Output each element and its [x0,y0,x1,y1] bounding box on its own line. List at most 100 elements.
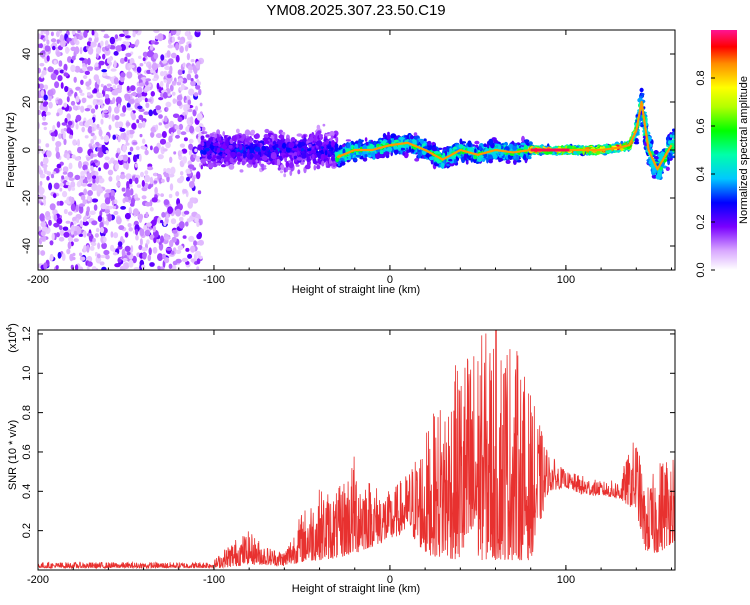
spectrogram-cell [163,199,170,206]
spectrogram-cell [122,144,127,153]
spectrogram-cell [102,53,106,60]
spectrogram-cell [195,105,198,112]
spectrogram-cell [98,128,103,137]
spectrogram-cell [192,176,196,183]
spectrogram-cell [40,73,44,79]
spectrogram-cell [68,196,73,202]
spectrogram-cell [194,74,199,79]
spectrogram-cell [142,57,146,62]
spectrogram-cell [166,50,171,58]
spectrogram-cell [218,151,223,155]
spectrogram-cell [413,132,418,137]
spectrogram-cell [169,156,173,163]
spectrogram-cell [78,89,83,94]
spectrogram-cell [113,77,119,85]
spectrogram-cell [91,198,99,203]
spectrogram-cell [39,181,43,186]
spectrogram-cell [117,241,123,247]
spectrogram-cell [102,110,108,114]
spectrogram-cell [138,244,143,251]
spectrogram-cell [99,254,106,259]
spectrogram-cell [93,88,98,94]
spectrogram-cell [263,133,269,139]
spectrogram-cell [120,72,126,78]
spectrogram-cell [68,134,73,139]
spectrogram-cell [488,138,494,145]
spectrogram-cell [78,233,84,237]
spectrogram-cell [139,62,144,67]
spectrogram-cell [73,220,77,225]
spectrogram-cell [119,57,125,64]
spectrogram-cell [170,166,176,175]
spectrogram-cell [152,225,157,233]
spectrogram-cell [43,84,49,90]
spectrogram-cell [379,150,384,155]
spectrogram-cell [100,30,106,33]
spectrogram-cell [115,45,122,52]
spectrogram-cell [148,64,152,70]
spectrogram-cell [104,197,111,205]
spectrogram-cell [124,56,128,62]
spectrogram-cell [40,230,46,237]
spectrogram-cell [313,136,317,142]
spectrogram-cell [87,261,93,267]
spectrogram-cell [105,219,110,226]
spectrogram-cell [303,134,306,138]
spectrogram-cell [105,189,112,194]
spectrogram-cell [500,151,504,156]
spectrogram-cell [235,144,239,148]
spectrogram-cell [224,135,227,139]
spectrogram-cell [93,159,98,164]
spectrogram-cell [200,164,203,170]
spectrogram-cell [185,247,190,252]
spectrogram-cell [58,225,63,231]
spectrogram-cell [104,156,110,161]
spectrogram-cell [101,69,108,73]
spectrogram-cell [128,64,135,69]
spectrogram-cell [45,30,50,36]
spectrogram-cell [113,232,119,239]
spectrogram-cell [142,120,146,128]
spectrogram-cell [121,187,126,192]
spectrogram-cell [112,97,116,104]
spectrogram-cell [92,177,96,185]
spectrogram-cell [247,148,250,154]
spectrogram-cell [117,258,122,263]
spectrogram-cell [268,144,272,148]
spectrogram-cell [196,266,200,270]
spectrogram-cell [330,147,334,151]
spectrogram-cell [40,161,44,167]
spectrogram-cell [96,124,100,128]
spectrogram-cell [41,121,48,126]
spectrogram-cell [80,105,85,113]
spectrogram-cell [150,91,155,97]
spectrogram-cell [86,244,90,253]
spectrogram-cell [382,140,386,146]
spectrogram-cell [431,146,438,152]
spectrogram-cell [86,172,92,180]
spectrogram-cell [144,202,152,207]
spectrogram-cell [136,184,142,189]
spectrogram-cell [279,170,284,174]
spectrogram-cell [183,104,189,108]
spectrogram-cell [493,139,499,144]
spectrogram-cell [163,172,169,178]
spectrogram-cell [285,161,290,168]
spectrogram-cell [202,150,207,155]
spectrogram-cell [128,98,135,104]
spectrogram-cell [119,33,125,37]
spectrogram-cell [247,164,252,168]
spectrogram-cell [488,159,494,164]
spectrogram-cell [148,109,153,117]
spectrogram-cell [476,161,479,164]
spectrogram-cell [177,245,184,251]
spectrogram-cell [126,107,133,111]
spectrogram-cell [156,239,160,243]
spectrogram-cell [325,160,329,167]
spectrogram-cell [67,37,72,42]
spectrogram-cell [63,102,68,108]
spectrogram-cell [262,137,269,142]
figure-title: YM08.2025.307.23.50.C19 [266,2,445,19]
spectrogram-cell [225,161,229,167]
spectrogram-cell [159,266,165,270]
